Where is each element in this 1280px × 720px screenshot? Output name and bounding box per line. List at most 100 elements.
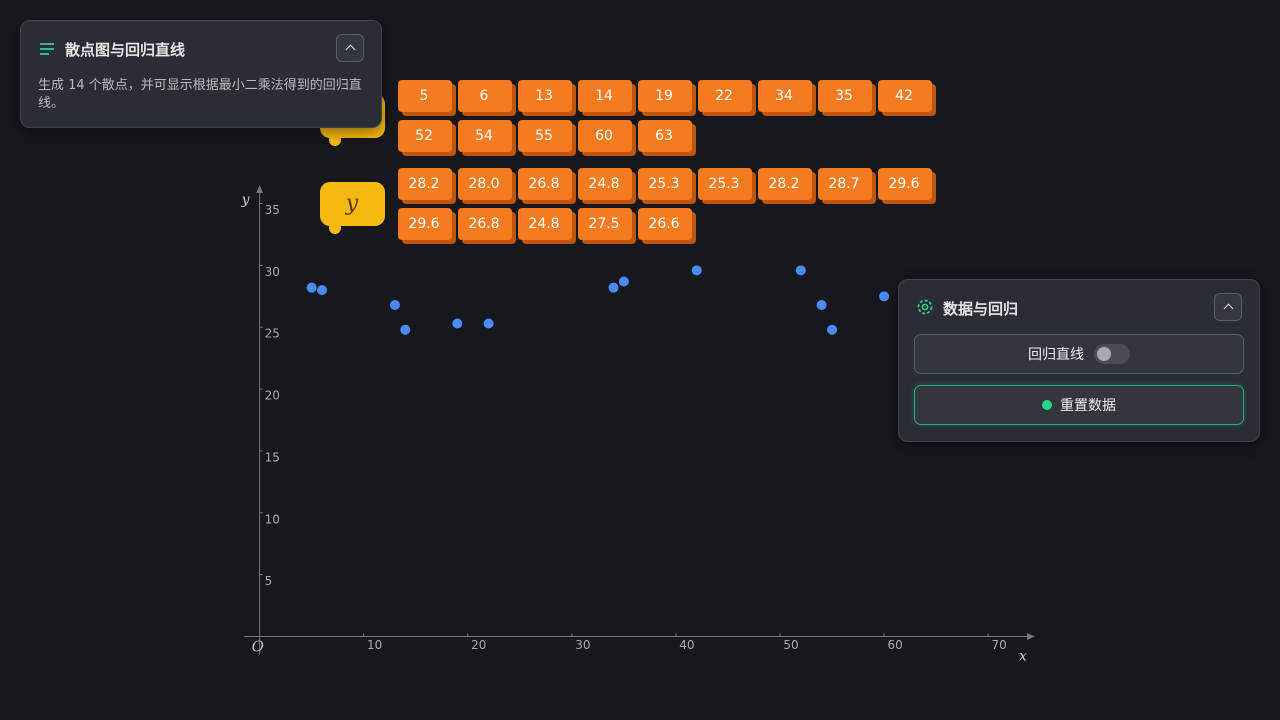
tile-label: 6 [480, 88, 489, 104]
button-label: 重置数据 [1060, 398, 1116, 414]
tile-label: 26.8 [468, 216, 499, 232]
tile-label: 42 [895, 88, 913, 104]
tile [758, 168, 812, 200]
tile [518, 208, 572, 240]
point [483, 318, 494, 329]
tile [398, 208, 452, 240]
tile [638, 168, 692, 200]
tile-label: 25.3 [708, 176, 739, 192]
tile-label: 63 [655, 128, 673, 144]
tile-label: 24.8 [528, 216, 559, 232]
tile [458, 168, 512, 200]
tile-label: 5 [420, 88, 429, 104]
tile-label: 29.6 [888, 176, 919, 192]
tile-label: 24.8 [588, 176, 619, 192]
tile [398, 80, 452, 112]
tile-label: 14 [595, 88, 613, 104]
point [827, 324, 838, 335]
tile-label: 22 [715, 88, 733, 104]
tile-label: 55 [535, 128, 553, 144]
tile [698, 168, 752, 200]
tile [638, 80, 692, 112]
tile-label: 28.2 [408, 176, 439, 192]
tile-label: 54 [475, 128, 493, 144]
tile [458, 80, 512, 112]
tile [578, 80, 632, 112]
tile-label: 29.6 [408, 216, 439, 232]
collapse-button[interactable] [336, 34, 364, 62]
tile [818, 80, 872, 112]
point [452, 318, 463, 329]
badge-tail [329, 222, 341, 234]
point [389, 299, 400, 310]
x-tick-label: 70 [992, 638, 1007, 652]
y-tick-label: 10 [265, 512, 280, 526]
point [879, 291, 890, 302]
x-tick-label: 40 [679, 638, 694, 652]
badge-label: y [345, 191, 359, 216]
y-tick-label: 15 [265, 450, 280, 464]
tile-label: 13 [535, 88, 553, 104]
point [795, 265, 806, 276]
tile [698, 80, 752, 112]
tile [518, 80, 572, 112]
toggle-switch[interactable] [1094, 344, 1130, 364]
gear-icon [917, 299, 933, 315]
badge [320, 182, 385, 226]
point [400, 324, 411, 335]
point [816, 299, 827, 310]
x-tick-label: 30 [575, 638, 590, 652]
tile [518, 120, 572, 152]
x-tick-label: 50 [783, 638, 798, 652]
y-tick-label: 20 [265, 389, 280, 403]
panel-title: 数据与回归 [943, 300, 1019, 318]
point [317, 285, 328, 296]
tile-label: 27.5 [588, 216, 619, 232]
panel-title: 散点图与回归直线 [65, 41, 186, 59]
tile-label: 26.6 [648, 216, 679, 232]
tile-label: 28.0 [468, 176, 499, 192]
collapse-button[interactable] [1214, 293, 1242, 321]
badge-tail [329, 134, 341, 146]
toggle-row[interactable]: 回归直线 [914, 334, 1244, 374]
tile-label: 28.7 [828, 176, 859, 192]
point [691, 265, 702, 276]
tile-label: 19 [655, 88, 673, 104]
point [618, 276, 629, 287]
x-tick-label: 60 [887, 638, 902, 652]
menu-icon [40, 43, 54, 55]
reset-button[interactable]: 重置数据 [914, 385, 1244, 425]
tile [638, 208, 692, 240]
tile [638, 120, 692, 152]
tile-label: 25.3 [648, 176, 679, 192]
tile-label: 34 [775, 88, 793, 104]
tile-label: 35 [835, 88, 853, 104]
panel-description: 生成 14 个散点，并可显示根据最小二乘法得到的回归直线。 [38, 78, 362, 111]
y-tick-label: 25 [265, 327, 280, 341]
tile [578, 208, 632, 240]
x-arrow [1027, 632, 1035, 640]
tile [398, 168, 452, 200]
tile [818, 168, 872, 200]
tile [458, 120, 512, 152]
tile [878, 80, 932, 112]
tile-label: 52 [415, 128, 433, 144]
tile [878, 168, 932, 200]
y-tick-label: 5 [265, 574, 273, 588]
tile [578, 120, 632, 152]
point [306, 282, 317, 293]
tile-label: 60 [595, 128, 613, 144]
tile [458, 208, 512, 240]
tile [518, 168, 572, 200]
tile [758, 80, 812, 112]
x-tick-label: 10 [367, 638, 382, 652]
control-panel: 数据与回归 回归直线 重置数据 [898, 279, 1260, 442]
tile-label: 26.8 [528, 176, 559, 192]
x-axis-label: x [1019, 648, 1027, 664]
y-axis-label: y [241, 192, 251, 208]
x-tick-label: 20 [471, 638, 486, 652]
toggle-label: 回归直线 [1028, 347, 1084, 363]
point [608, 282, 619, 293]
